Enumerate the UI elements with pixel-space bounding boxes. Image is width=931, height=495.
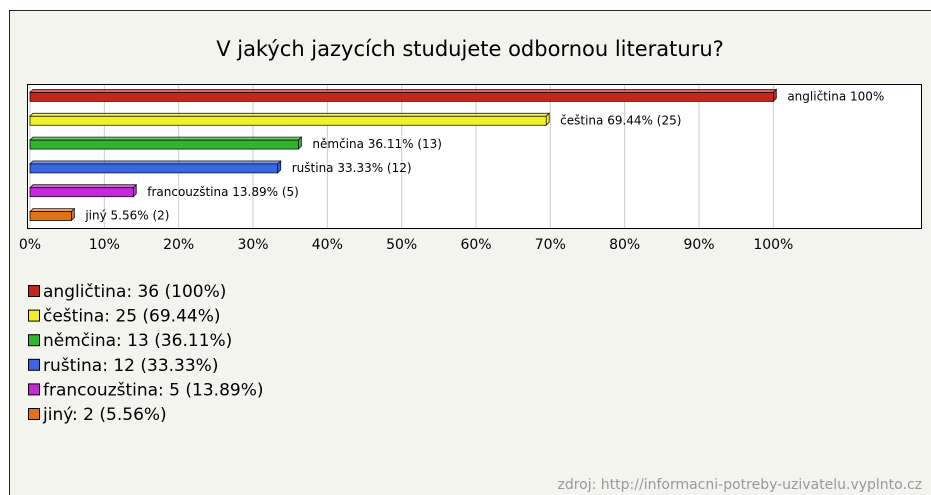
bar xyxy=(29,139,299,150)
x-tick-label: 50% xyxy=(386,237,417,253)
bar xyxy=(29,211,72,221)
x-tick-label: 40% xyxy=(312,237,343,253)
x-tick-label: 80% xyxy=(609,237,640,253)
bar-top xyxy=(29,136,303,141)
bar-top xyxy=(29,160,282,165)
legend-label: jiný: 2 (5.56%) xyxy=(42,405,167,425)
legend-label: čeština: 25 (69.44%) xyxy=(43,307,221,327)
value-label: francouzština 13.89% (5) xyxy=(147,185,299,199)
x-tick-label: 100% xyxy=(753,237,793,253)
bar-top xyxy=(29,112,551,117)
legend-label: ruština: 12 (33.33%) xyxy=(43,356,218,376)
value-label: ruština 33.33% (12) xyxy=(292,161,412,175)
x-tick-label: 90% xyxy=(683,237,714,253)
legend-swatch xyxy=(28,334,40,347)
bar xyxy=(29,92,774,102)
value-label: angličtina 100% xyxy=(787,89,884,103)
chart-title: V jakých jazycích studujete odbornou lit… xyxy=(216,37,724,61)
legend-swatch xyxy=(28,309,40,322)
x-tick-label: 10% xyxy=(89,237,120,253)
legend-swatch xyxy=(28,358,40,371)
legend-swatch xyxy=(28,285,40,297)
value-label: čeština 69.44% (25) xyxy=(560,113,681,127)
x-tick-label: 60% xyxy=(460,237,491,253)
x-tick-label: 20% xyxy=(163,237,194,253)
legend-swatch xyxy=(28,408,40,420)
legend-label: angličtina: 36 (100%) xyxy=(43,282,226,302)
source: zdroj: http://informacni-potreby-uzivate… xyxy=(558,477,923,493)
x-tick-label: 70% xyxy=(535,237,566,253)
x-tick-label: 0% xyxy=(19,237,41,253)
bar xyxy=(29,187,134,198)
bar xyxy=(29,115,547,126)
bar-top xyxy=(29,184,138,189)
x-tick-label: 30% xyxy=(237,237,268,253)
legend-label: němčina: 13 (36.11%) xyxy=(43,331,232,351)
value-label: jiný 5.56% (2) xyxy=(84,209,169,223)
bar xyxy=(29,163,279,174)
plot-area xyxy=(27,84,922,229)
legend-label: francouzština: 5 (13.89%) xyxy=(43,380,264,400)
value-label: němčina 36.11% (13) xyxy=(312,137,442,151)
bar-top xyxy=(29,208,76,212)
bar-top xyxy=(29,89,778,93)
legend-swatch xyxy=(28,383,40,396)
